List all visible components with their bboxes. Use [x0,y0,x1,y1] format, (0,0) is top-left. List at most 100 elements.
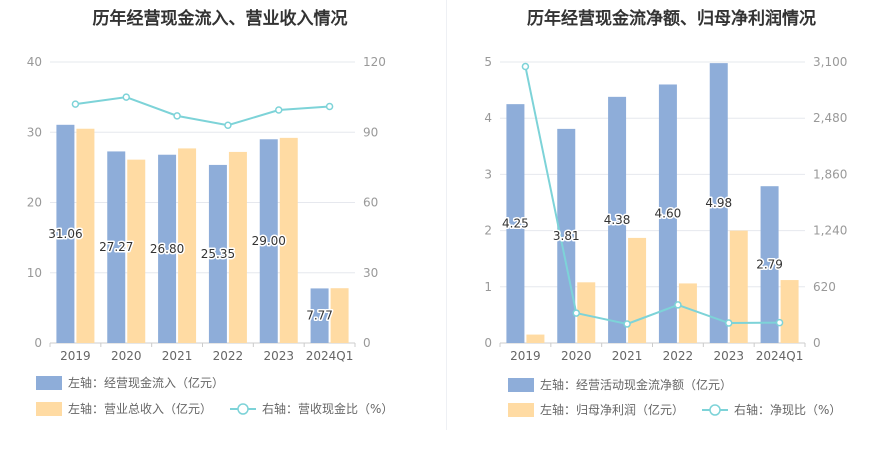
y-right-tick-label: 620 [813,280,836,294]
bar-right-s0-5 [760,186,779,343]
legend-label: 右轴：净现比（%） [734,402,841,417]
bar-left-s0-3 [208,164,227,343]
y-left-tick-label: 0 [34,336,42,350]
bar-left-s1-3 [228,151,247,343]
line-point-4 [725,319,733,327]
y-left-tick-label: 10 [27,266,42,280]
chart-panel-left: 历年经营现金流入、营业收入情况 0 10 20 30 40 0 30 60 90 120 2019 2… [0,0,440,430]
legend-label: 左轴：归母净利润（亿元） [540,402,684,417]
data-label: 31.06 [48,227,82,241]
bar-right-s1-0 [526,334,545,343]
line-point-0 [521,62,530,71]
y-right-tick-label: 2,480 [813,111,847,125]
bar-left-s1-1 [127,159,146,343]
y-right-tick-label: 30 [363,266,378,280]
data-label: 2.79 [756,258,783,272]
bar-right-s1-1 [577,282,596,343]
line-point-1 [122,93,130,101]
x-tick-label: 2020 [561,349,592,363]
chart-panel-right: 历年经营现金流净额、归母净利润情况 0 1 2 3 4 5 0 620 1,240 1,860 2,… [450,0,893,430]
bar-left-s1-4 [279,137,298,343]
bar-right-s0-0 [506,104,525,344]
data-label: 4.38 [604,213,631,227]
data-label: 7.77 [306,309,333,323]
bar-left-s1-0 [76,128,95,343]
y-left-tick-label: 30 [27,125,42,139]
y-right-tick-label: 1,240 [813,224,847,238]
x-tick-label: 2021 [162,349,193,363]
y-right-tick-label: 3,100 [813,55,847,69]
y-left-tick-label: 3 [484,167,492,181]
data-label: 4.60 [655,207,682,221]
legend-label: 左轴：经营活动现金流净额（亿元） [540,377,732,392]
bar-left-s0-2 [158,154,177,343]
legend-swatch [508,403,534,417]
data-label: 27.27 [99,240,133,254]
data-label: 29.00 [252,234,286,248]
chart-svg-right: 0 1 2 3 4 5 0 620 1,240 1,860 2,480 3,100 2019 2020 20… [484,55,847,417]
y-left-tick-label: 0 [484,336,492,350]
bar-left-s0-0 [56,124,75,343]
bottom-strip [0,430,893,458]
panel-divider [446,0,447,430]
y-left-tick-label: 4 [484,111,492,125]
y-left-tick-label: 5 [484,55,492,69]
y-right-tick-label: 60 [363,196,378,210]
y-right-tick-label: 0 [813,336,821,350]
line-point-3 [674,301,682,309]
y-left-tick-label: 1 [484,280,492,294]
x-tick-label: 2024Q1 [756,349,804,363]
bar-right-s1-5 [780,280,799,343]
y-right-tick-label: 90 [363,125,378,139]
line-point-5 [325,102,334,111]
y-left-tick-label: 40 [27,55,42,69]
x-tick-label: 2024Q1 [306,349,354,363]
y-left-tick-label: 20 [27,196,42,210]
bar-right-s1-2 [628,237,647,343]
x-tick-label: 2022 [663,349,694,363]
chart-title: 历年经营现金流净额、归母净利润情况 [527,9,816,29]
legend-label: 左轴：经营现金流入（亿元） [68,375,224,390]
y-right-tick-label: 1,860 [813,167,847,181]
line-point-4 [275,106,283,114]
legend-swatch [508,378,534,392]
x-tick-label: 2023 [713,349,744,363]
y-left-tick-label: 2 [484,224,492,238]
line-point-2 [173,112,181,120]
bar-left-s1-2 [178,148,197,343]
legend-label: 右轴：营收现金比（%） [262,401,393,416]
chart-title: 历年经营现金流入、营业收入情况 [92,9,348,29]
chart-svg-left: 0 10 20 30 40 0 30 60 90 120 2019 2020 2021 2022 2023 2… [27,55,393,416]
x-tick-label: 2021 [612,349,643,363]
line-point-5 [775,318,784,327]
y-right-tick-label: 120 [363,55,386,69]
line-point-0 [71,100,80,108]
x-tick-label: 2023 [263,349,294,363]
bar-right-s0-4 [709,63,728,344]
x-tick-label: 2022 [213,349,244,363]
bar-left-s0-1 [107,151,126,343]
legend-swatch [36,402,62,416]
data-label: 25.35 [201,247,235,261]
line-point-2 [623,320,631,328]
data-label: 4.25 [502,217,529,231]
line-point-3 [224,121,232,129]
legend-swatch-dot [237,403,249,415]
bar-left-s0-5 [310,288,329,343]
bar-right-s1-3 [678,283,697,343]
bar-right-s0-2 [608,96,627,344]
line-point-1 [572,309,580,317]
data-label: 3.81 [553,229,580,243]
x-tick-label: 2019 [510,349,541,363]
legend-label: 左轴：营业总收入（亿元） [68,401,212,416]
x-tick-label: 2020 [111,349,142,363]
line-series [75,96,330,127]
bar-right-s0-3 [658,84,677,343]
y-right-tick-label: 0 [363,336,371,350]
bar-right-s1-4 [729,230,748,343]
data-label: 26.80 [150,242,184,256]
legend-swatch-dot [709,404,721,416]
legend-swatch [36,376,62,390]
bar-left-s1-5 [330,288,349,343]
line-series [524,66,780,326]
